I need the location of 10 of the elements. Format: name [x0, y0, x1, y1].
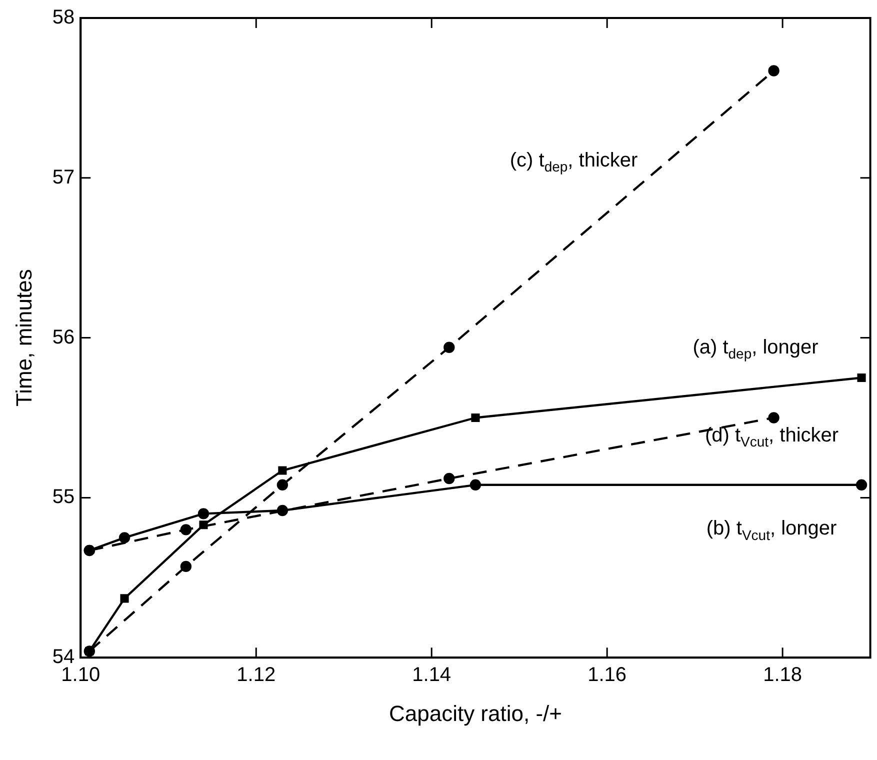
x-axis-title: Capacity ratio, -/+ — [388, 700, 562, 726]
x-tick-label: 1.18 — [763, 664, 802, 686]
x-tick-label: 1.12 — [236, 664, 276, 686]
y-tick-label: 57 — [52, 166, 75, 188]
y-tick-label: 56 — [52, 326, 75, 348]
y-tick-label: 55 — [52, 486, 75, 508]
x-tick-label: 1.16 — [588, 664, 627, 686]
y-axis-title: Time, minutes — [11, 269, 36, 406]
y-tick-label: 58 — [52, 6, 75, 29]
x-tick-label: 1.14 — [412, 664, 452, 686]
